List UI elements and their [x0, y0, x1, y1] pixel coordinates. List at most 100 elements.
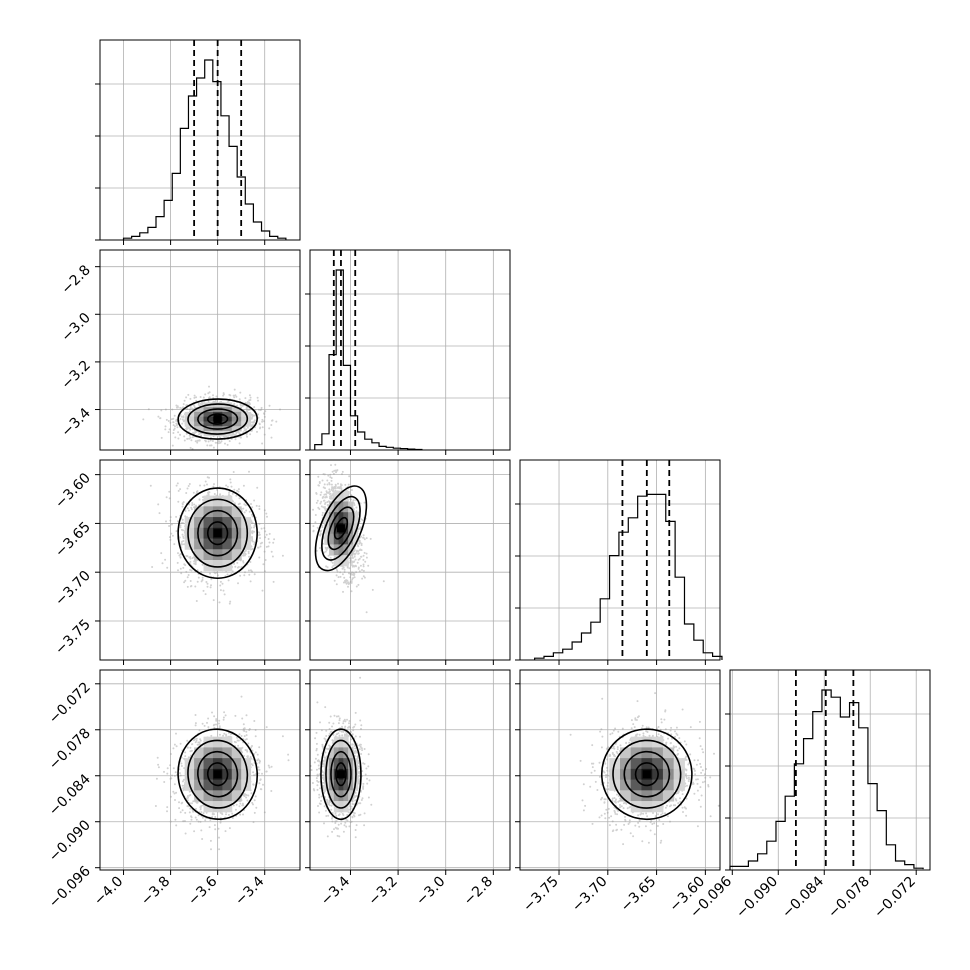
density-cell [212, 495, 223, 507]
y-tick-label: −0.078 [46, 725, 94, 773]
x-tick-label: −4.0 [91, 874, 126, 909]
density-cell [641, 790, 653, 802]
density-cell [222, 538, 233, 550]
contour-1.5sigma [612, 739, 682, 809]
density-cell [333, 512, 340, 524]
contour-2sigma [177, 728, 259, 821]
density-cell [231, 790, 242, 802]
y-tick-label: −0.072 [46, 679, 94, 727]
density-cell [231, 517, 242, 529]
scatter-panel-2-1 [305, 459, 511, 665]
density-cell [329, 790, 335, 802]
density-cell [184, 768, 195, 781]
density-cell [329, 522, 335, 535]
panel-frame [729, 669, 931, 871]
density-cell [184, 416, 195, 422]
y-tick-label: −0.084 [46, 771, 94, 819]
density-cell [212, 506, 223, 518]
density-cell [338, 512, 344, 524]
density-peak [213, 529, 222, 538]
panel-frame [99, 669, 301, 871]
density-cell [324, 533, 330, 545]
x-tick-label: −0.072 [871, 874, 919, 922]
panel-frame [309, 669, 511, 871]
density-cell [212, 560, 223, 572]
contour-0.5sigma [335, 762, 347, 787]
y-tick-label: −3.65 [52, 519, 94, 561]
density-cell [343, 555, 349, 567]
density-cell [222, 758, 233, 770]
density-cell [620, 779, 632, 791]
density-cell [348, 779, 354, 791]
density-cell [652, 747, 664, 759]
density-cell [212, 801, 223, 813]
panel-content [154, 695, 290, 851]
x-tick-label: −0.090 [733, 874, 781, 922]
contour-0.5sigma [206, 521, 229, 546]
y-tick-label: −3.4 [58, 405, 93, 440]
density-cell [641, 747, 653, 759]
contour-2sigma [314, 485, 368, 572]
y-tick-label: −0.096 [46, 863, 94, 911]
contour-0.5sigma [206, 762, 229, 787]
panel-content [310, 676, 373, 839]
density-cell [324, 522, 330, 535]
density-cell [333, 544, 340, 556]
density-cell [343, 790, 349, 802]
density-peak [213, 415, 222, 424]
contour-1.5sigma [187, 403, 249, 435]
density-cell [333, 758, 340, 770]
histogram-0 [122, 59, 287, 240]
contour-0.5sigma [634, 762, 659, 787]
contour-1.5sigma [325, 739, 357, 809]
density-cell [662, 790, 675, 802]
density-cell [662, 768, 675, 781]
density-cell [231, 549, 242, 561]
scatter-panel-3-0: −4.0 −3.8 −3.6 −3.4 −0.072−0.078−0.084−0.090… [46, 669, 301, 911]
density-cell [662, 747, 675, 759]
density-cell [203, 411, 214, 418]
density-cell [222, 506, 233, 518]
y-tick-label: −2.8 [58, 262, 93, 297]
density-cell [231, 426, 242, 432]
density-cell [231, 506, 242, 518]
contour-2sigma [177, 398, 258, 440]
density-cell [338, 501, 344, 513]
density-cell [620, 790, 632, 802]
density-cell [329, 501, 335, 513]
density-cell [352, 522, 359, 535]
panel-content [142, 385, 282, 450]
density-cell [194, 517, 205, 529]
density-cell [673, 768, 685, 781]
panel-frame [99, 249, 301, 451]
density-cell [222, 779, 233, 791]
density-peak [642, 770, 651, 779]
panel-frame [519, 669, 721, 871]
scatter-panel-2-0: −3.60 −3.65 −3.70 −3.75 [52, 459, 301, 665]
density-cell [343, 758, 349, 770]
density-cell [324, 512, 330, 524]
density-cell [203, 790, 214, 802]
x-tick-label: −3.0 [413, 874, 448, 909]
density-cell [343, 747, 349, 759]
density-cell [338, 790, 344, 802]
plot-layer: −0.096−0.090−0.084−0.078−0.072−3.4−3.2−3… [46, 39, 931, 922]
density-cell [338, 544, 344, 556]
contour-2sigma [177, 487, 258, 580]
contour-1sigma [197, 750, 239, 798]
scatter-panel-1-0: −3.4 −3.2 −3.0 −2.8 [58, 249, 301, 455]
panel-content [569, 692, 720, 846]
density-cell [630, 790, 642, 802]
density-cell [329, 533, 335, 545]
density-cell [212, 736, 223, 748]
density-cell [212, 549, 223, 561]
x-tick-label: −3.65 [618, 874, 660, 916]
density-cell [231, 421, 242, 427]
density-peak [336, 770, 345, 779]
density-cell [652, 758, 664, 770]
contour-1.5sigma [187, 739, 249, 809]
x-tick-label: −3.6 [185, 873, 220, 908]
density-cell [203, 421, 214, 427]
density-cell [222, 549, 233, 561]
density-cell [194, 790, 205, 802]
